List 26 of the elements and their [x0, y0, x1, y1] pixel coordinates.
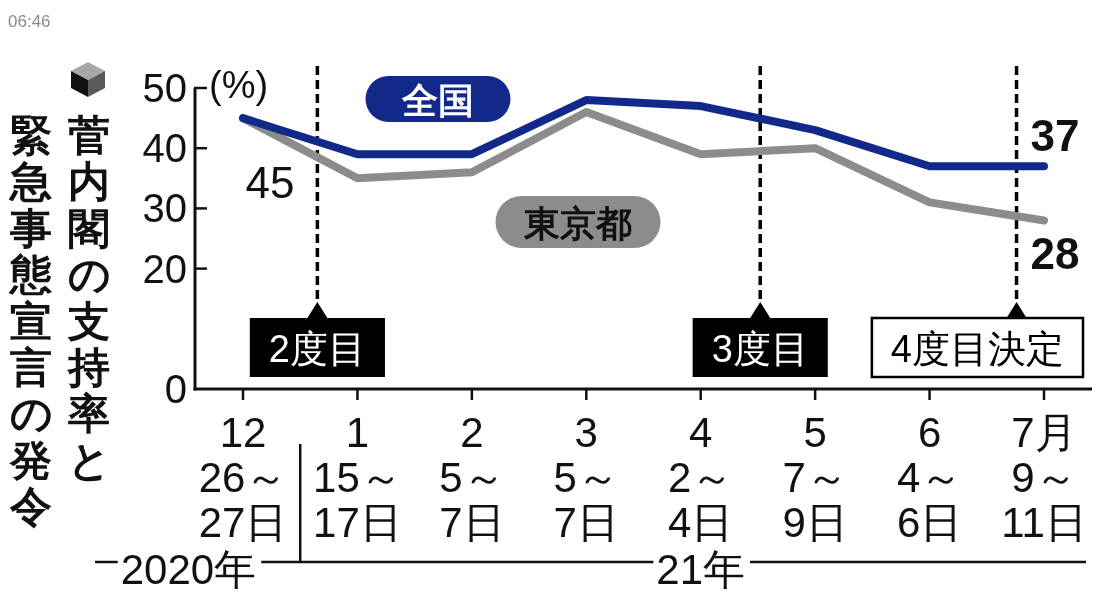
series-label: 全国: [401, 79, 474, 121]
y-tick-label: 30: [142, 186, 187, 231]
x-tick-label: 5 7～ 9日: [782, 409, 848, 546]
x-tick-label: 7月 9～ 11日: [1001, 409, 1087, 546]
data-label: 28: [1030, 228, 1080, 278]
x-tick-label: 6 4～ 6日: [896, 409, 963, 546]
annotation: 4度目決定: [890, 327, 1064, 370]
y-axis-title: (%): [209, 64, 269, 106]
x-tick-label: 2 5～ 7日: [439, 409, 505, 546]
y-tick-label: 20: [142, 246, 187, 291]
text: 2020年: [120, 545, 257, 593]
y-tick-label: 50: [142, 66, 187, 110]
text: 06:46: [8, 11, 51, 31]
y-tick-label: 40: [142, 126, 187, 171]
x-tick-label: 4 2～ 4日: [668, 409, 734, 546]
annotation: 2度目: [268, 327, 366, 370]
data-label: 37: [1030, 110, 1080, 160]
x-tick-label: 12 26～ 27日: [198, 409, 288, 546]
x-tick-label: 3 5～ 7日: [553, 409, 619, 546]
annotation: 3度目: [711, 327, 809, 370]
x-tick-label: 1 15～ 17日: [313, 409, 402, 546]
y-tick-label: 0: [164, 367, 187, 411]
data-label: 45: [245, 157, 295, 207]
series-label: 東京都: [523, 202, 632, 244]
chart-title: 菅内閣の支持率と緊急事態宣言の発令: [9, 111, 111, 532]
text: 21年: [656, 545, 746, 593]
